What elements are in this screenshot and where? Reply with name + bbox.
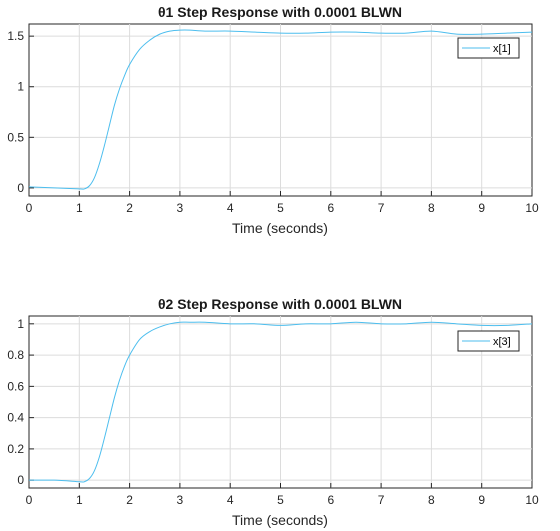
x-tick-label: 2	[126, 201, 133, 215]
x-tick-label: 4	[227, 493, 234, 507]
tick-labels: 0 1 2 3 4 5 6 7 8 9 10 0 0.2 0.4 0.6 0.8 1	[7, 317, 539, 507]
chart-title: θ2 Step Response with 0.0001 BLWN	[158, 296, 402, 312]
legend-label: x[1]	[493, 43, 511, 55]
x-tick-label: 6	[327, 201, 334, 215]
y-tick-label: 1.5	[7, 29, 24, 43]
x-tick-label: 5	[277, 201, 284, 215]
x-tick-label: 1	[76, 201, 83, 215]
y-tick-label: 0	[17, 473, 24, 487]
y-tick-label: 1	[17, 80, 24, 94]
x-tick-label: 10	[525, 493, 539, 507]
series-group	[28, 29, 533, 190]
x-tick-label: 7	[378, 201, 385, 215]
x-tick-label: 0	[26, 201, 33, 215]
series-line-x[3]	[28, 321, 533, 483]
x-tick-label: 10	[525, 201, 539, 215]
x-tick-label: 7	[378, 493, 385, 507]
y-tick-label: 0.6	[7, 379, 24, 393]
plot-theta2: θ2 Step Response with 0.0001 BLWN 0 1 2 3 4 5…	[7, 296, 539, 528]
x-tick-label: 0	[26, 493, 33, 507]
x-tick-label: 8	[428, 493, 435, 507]
series-line-x[1]	[28, 29, 533, 190]
y-tick-label: 0	[17, 181, 24, 195]
x-tick-label: 4	[227, 201, 234, 215]
chart-title: θ1 Step Response with 0.0001 BLWN	[158, 4, 402, 20]
x-axis-label: Time (seconds)	[232, 220, 328, 236]
legend-label: x[3]	[493, 336, 511, 348]
plot-theta1: θ1 Step Response with 0.0001 BLWN 0 1 2 3 4 5…	[7, 4, 539, 236]
x-tick-label: 8	[428, 201, 435, 215]
x-tick-label: 5	[277, 493, 284, 507]
x-tick-label: 3	[177, 493, 184, 507]
y-tick-label: 0.8	[7, 348, 24, 362]
x-axis-label: Time (seconds)	[232, 512, 328, 528]
y-tick-label: 0.5	[7, 130, 24, 144]
x-tick-label: 9	[478, 201, 485, 215]
grid	[29, 24, 532, 196]
y-tick-label: 0.2	[7, 442, 24, 456]
y-tick-label: 1	[17, 317, 24, 331]
y-tick-label: 0.4	[7, 411, 24, 425]
x-tick-label: 2	[126, 493, 133, 507]
legend: x[1]	[457, 37, 520, 59]
x-tick-label: 6	[327, 493, 334, 507]
tick-labels: 0 1 2 3 4 5 6 7 8 9 10 0 0.5 1 1.5	[7, 29, 539, 215]
x-tick-label: 9	[478, 493, 485, 507]
series-group	[28, 321, 533, 483]
grid	[29, 316, 532, 488]
x-tick-label: 1	[76, 493, 83, 507]
x-tick-label: 3	[177, 201, 184, 215]
legend: x[3]	[457, 330, 520, 352]
